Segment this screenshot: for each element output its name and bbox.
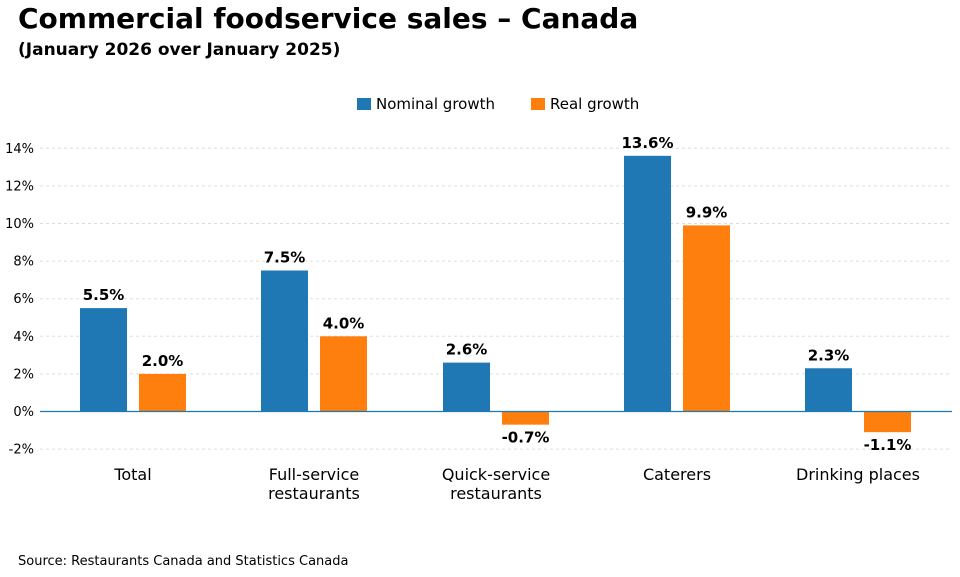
y-tick-label: 8%	[13, 255, 34, 270]
bar-real-growth	[502, 411, 549, 425]
bar-real-growth	[320, 336, 367, 412]
bars	[80, 155, 911, 433]
bar-value-label: 2.3%	[808, 346, 850, 364]
bar-value-label: 5.5%	[83, 286, 125, 304]
chart-subtitle: (January 2026 over January 2025)	[18, 40, 341, 60]
bar-nominal-growth	[443, 362, 490, 412]
legend-label: Nominal growth	[376, 95, 495, 113]
category-label-line: Caterers	[643, 465, 711, 484]
bar-nominal-growth	[80, 308, 127, 412]
y-tick-label: 0%	[13, 405, 34, 420]
data-labels: 5.5% 7.5% 2.6% 13.6% 2.3% 2.0% 4.0% -0.7% 9.9% -1…	[83, 134, 912, 454]
bar-value-label: 9.9%	[686, 203, 728, 221]
gridlines	[40, 147, 952, 450]
bar-value-label: 13.6%	[621, 134, 673, 152]
bar-nominal-growth	[261, 270, 308, 412]
bar-value-label: 7.5%	[264, 249, 306, 267]
bar-nominal-growth	[624, 155, 671, 412]
category-label-line: Full-service	[269, 465, 359, 484]
chart-title: Commercial foodservice sales – Canada	[18, 2, 639, 35]
bar-value-label: 2.0%	[142, 352, 184, 370]
category-label: Quick-service restaurants	[442, 465, 550, 503]
bar-real-growth	[864, 411, 911, 433]
legend-label: Real growth	[550, 95, 639, 113]
y-tick-label: 6%	[13, 292, 34, 307]
bar-value-label: 4.0%	[323, 314, 365, 332]
y-tick-label: 2%	[13, 367, 34, 382]
category-label-line: Total	[113, 465, 151, 484]
bar-nominal-growth	[805, 368, 852, 412]
y-tick-label: -2%	[9, 443, 34, 458]
y-tick-label: 12%	[5, 179, 34, 194]
legend: Nominal growth Real growth	[357, 95, 639, 113]
bar-value-label: -0.7%	[502, 429, 550, 447]
category-label: Total	[113, 465, 151, 484]
y-axis: -2% 0% 2% 4% 6% 8% 10% 12% 14%	[5, 142, 952, 458]
bar-value-label: -1.1%	[864, 436, 912, 454]
y-tick-label: 4%	[13, 330, 34, 345]
category-label: Caterers	[643, 465, 711, 484]
x-axis-categories: Total Full-service restaurantsQuick-servic…	[113, 465, 920, 503]
y-tick-label: 10%	[5, 217, 34, 232]
legend-swatch-nominal	[357, 98, 371, 110]
source-note: Source: Restaurants Canada and Statistic…	[18, 554, 349, 569]
legend-swatch-real	[531, 98, 545, 110]
bar-real-growth	[139, 373, 186, 412]
y-tick-label: 14%	[5, 142, 34, 157]
bar-real-growth	[683, 225, 730, 412]
category-label: Drinking places	[796, 465, 920, 484]
category-label-line: Drinking places	[796, 465, 920, 484]
category-label-line: Quick-service	[442, 465, 550, 484]
category-label-line: restaurants	[268, 484, 360, 503]
category-label: Full-service restaurants	[268, 465, 360, 503]
category-label-line: restaurants	[450, 484, 542, 503]
bar-value-label: 2.6%	[446, 341, 488, 359]
